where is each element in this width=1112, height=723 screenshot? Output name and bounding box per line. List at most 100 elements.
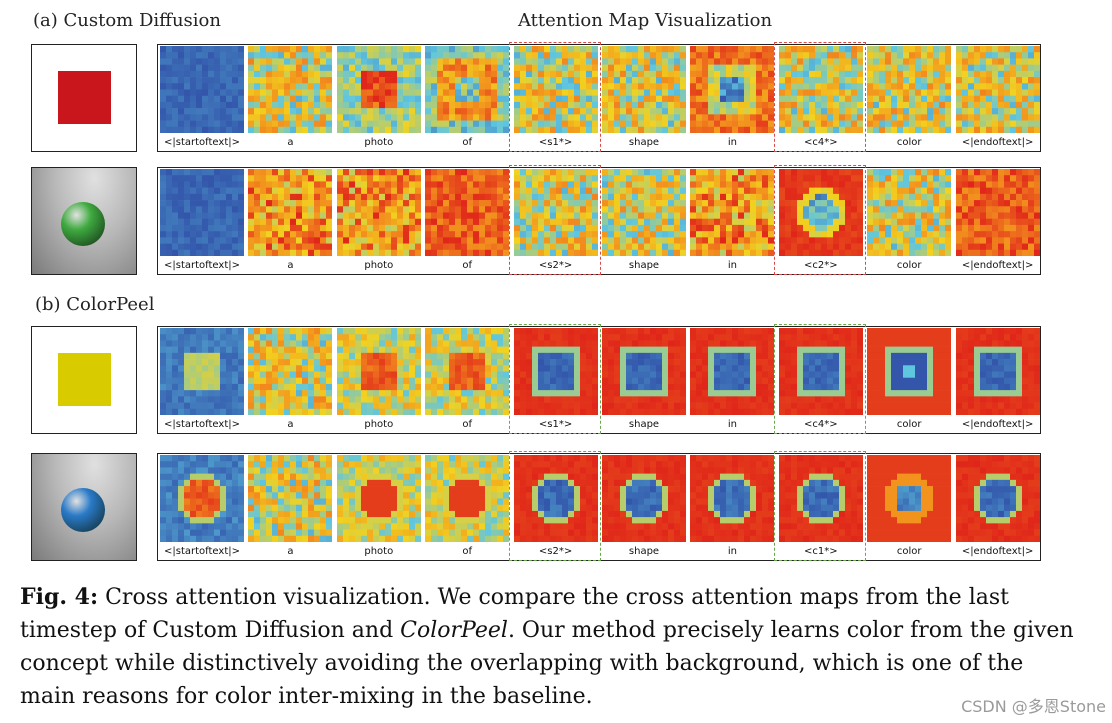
attention-heatmap — [336, 46, 421, 133]
attention-heatmap — [602, 169, 686, 256]
token-label: <|startoftext|> — [164, 137, 240, 148]
attention-heatmap — [602, 455, 686, 542]
attention-cell: shape — [600, 454, 688, 560]
attention-heatmap — [513, 455, 598, 542]
attention-heatmap — [867, 169, 952, 256]
token-label: <|endoftext|> — [961, 419, 1034, 430]
token-label: photo — [364, 419, 394, 430]
attention-cell: <c4*> — [777, 45, 865, 151]
token-label: of — [462, 546, 472, 557]
attention-cell: <s2*> — [512, 454, 600, 560]
token-label: <s1*> — [538, 419, 573, 430]
token-label: <|startoftext|> — [164, 419, 240, 430]
attention-heatmap — [160, 455, 244, 542]
attention-strip-4: <|startoftext|> a photo of <s2*> shape in <c1*>… — [157, 453, 1041, 561]
attention-heatmap — [955, 46, 1040, 133]
token-label: <|endoftext|> — [961, 546, 1034, 557]
token-label: <|startoftext|> — [164, 260, 240, 271]
attention-cell: of — [423, 45, 511, 151]
attention-heatmap — [955, 328, 1040, 415]
csdn-watermark: CSDN @多恩Stone — [961, 697, 1106, 716]
heading-attention-map: Attention Map Visualization — [518, 10, 773, 31]
caption-fig-label: Fig. 4: — [20, 584, 99, 610]
attention-heatmap — [867, 328, 952, 415]
heading-colorpeel: (b) ColorPeel — [35, 294, 155, 315]
attention-cell: in — [688, 327, 776, 433]
attention-heatmap — [425, 455, 510, 542]
attention-cell: <s1*> — [512, 327, 600, 433]
token-label: <s1*> — [538, 137, 573, 148]
attention-heatmap — [690, 455, 775, 542]
attention-cell: a — [246, 327, 334, 433]
heading-custom-diffusion: (a) Custom Diffusion — [33, 10, 221, 31]
attention-cell: photo — [335, 454, 423, 560]
token-label: photo — [364, 137, 394, 148]
attention-heatmap — [425, 46, 510, 133]
token-label: <s2*> — [538, 260, 573, 271]
attention-cell: a — [246, 454, 334, 560]
attention-strip-3: <|startoftext|> a photo of <s1*> shape in <c4*>… — [157, 326, 1041, 434]
concept-image-3 — [31, 326, 137, 434]
token-label: in — [727, 546, 737, 557]
token-label: <c4*> — [803, 137, 838, 148]
attention-strip-2: <|startoftext|> a photo of <s2*> shape in <c2*>… — [157, 167, 1041, 275]
attention-cell: <|startoftext|> — [158, 45, 246, 151]
attention-heatmap — [778, 46, 863, 133]
colored-sphere — [61, 202, 105, 246]
attention-cell: in — [688, 45, 776, 151]
attention-cell: color — [865, 327, 953, 433]
attention-heatmap — [336, 455, 421, 542]
token-label: a — [287, 419, 294, 430]
attention-cell: photo — [335, 45, 423, 151]
token-label: <|endoftext|> — [961, 260, 1034, 271]
attention-heatmap — [248, 46, 333, 133]
attention-heatmap — [248, 328, 333, 415]
token-label: photo — [364, 546, 394, 557]
attention-cell: color — [865, 168, 953, 274]
attention-heatmap — [336, 328, 421, 415]
token-label: color — [896, 260, 922, 271]
figure-caption: Fig. 4: Cross attention visualization. W… — [20, 581, 1080, 713]
token-label: in — [727, 419, 737, 430]
attention-heatmap — [513, 169, 598, 256]
attention-heatmap — [778, 169, 863, 256]
token-label: in — [727, 137, 737, 148]
token-label: of — [462, 137, 472, 148]
attention-heatmap — [336, 169, 421, 256]
attention-cell: of — [423, 454, 511, 560]
attention-cell: <s1*> — [512, 45, 600, 151]
attention-cell: photo — [335, 168, 423, 274]
attention-heatmap — [160, 169, 244, 256]
color-square-swatch — [58, 353, 111, 406]
attention-heatmap — [160, 328, 244, 415]
attention-cell: shape — [600, 327, 688, 433]
concept-image-1 — [31, 44, 137, 152]
token-label: <|startoftext|> — [164, 546, 240, 557]
attention-cell: <c4*> — [777, 327, 865, 433]
attention-heatmap — [513, 46, 598, 133]
attention-heatmap — [602, 46, 686, 133]
colored-sphere — [61, 488, 105, 532]
caption-text-1: Cross attention visualization. We compar… — [20, 585, 1009, 643]
token-label: shape — [628, 137, 660, 148]
attention-cell: <|endoftext|> — [954, 454, 1042, 560]
caption-method-name: ColorPeel — [400, 618, 508, 643]
token-label: photo — [364, 260, 394, 271]
attention-cell: in — [688, 168, 776, 274]
concept-image-2 — [31, 167, 137, 275]
attention-cell: color — [865, 454, 953, 560]
attention-heatmap — [955, 169, 1040, 256]
token-label: in — [727, 260, 737, 271]
attention-cell: shape — [600, 45, 688, 151]
attention-heatmap — [955, 455, 1040, 542]
token-label: of — [462, 419, 472, 430]
attention-cell: <|startoftext|> — [158, 168, 246, 274]
attention-cell: <c2*> — [777, 168, 865, 274]
token-label: color — [896, 419, 922, 430]
attention-strip-1: <|startoftext|> a photo of <s1*> shape in <c4*>… — [157, 44, 1041, 152]
token-label: shape — [628, 260, 660, 271]
attention-cell: in — [688, 454, 776, 560]
token-label: <c1*> — [803, 546, 838, 557]
token-label: <c4*> — [803, 419, 838, 430]
attention-heatmap — [690, 328, 775, 415]
